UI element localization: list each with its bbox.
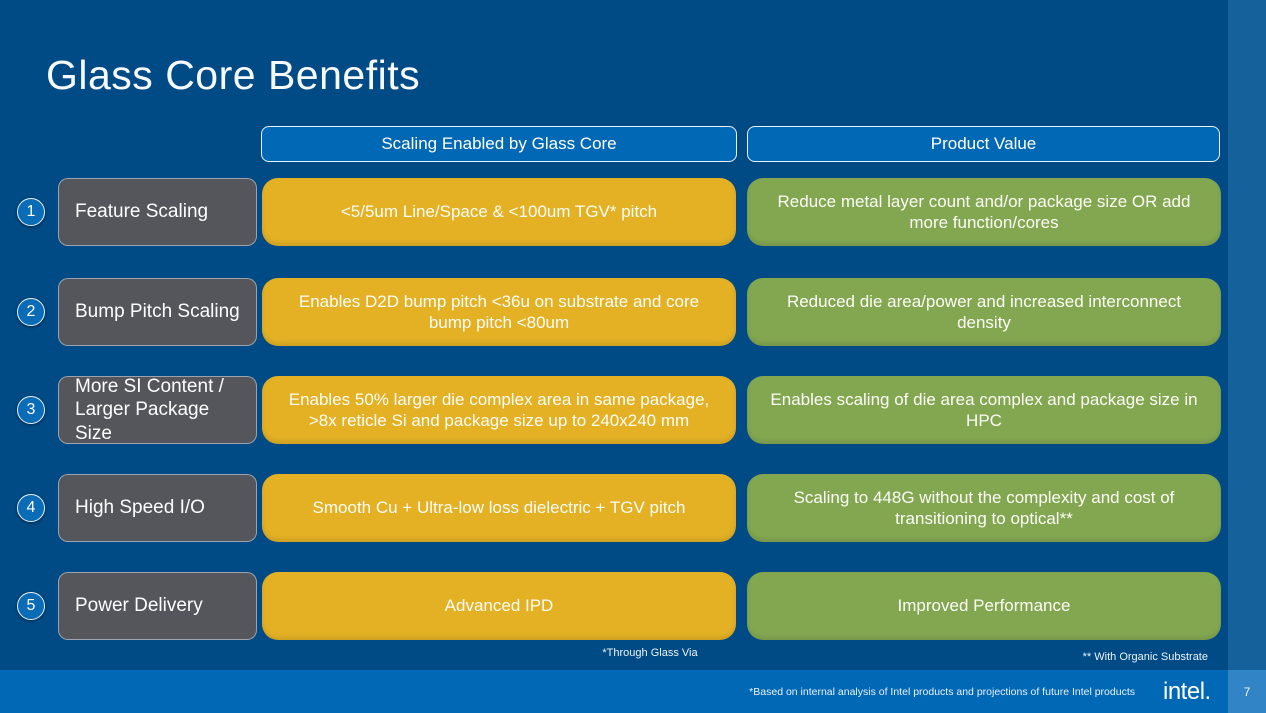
table-row: 5 Power Delivery Advanced IPD Improved P… <box>0 572 1266 640</box>
table-row: 1 Feature Scaling <5/5um Line/Space & <1… <box>0 178 1266 246</box>
table-row: 4 High Speed I/O Smooth Cu + Ultra-low l… <box>0 474 1266 542</box>
page-title: Glass Core Benefits <box>46 52 421 98</box>
table-row: 3 More SI Content / Larger Package Size … <box>0 376 1266 444</box>
row-number-badge: 3 <box>17 396 45 424</box>
footnote-organic-substrate: ** With Organic Substrate <box>1082 651 1208 663</box>
row-label: More SI Content / Larger Package Size <box>58 376 257 444</box>
scaling-cell: Enables D2D bump pitch <36u on substrate… <box>262 278 736 346</box>
footer-disclaimer: *Based on internal analysis of Intel pro… <box>749 685 1135 698</box>
intel-logo: intel. <box>1163 677 1211 705</box>
column-header-scaling: Scaling Enabled by Glass Core <box>261 126 737 162</box>
product-value-cell: Scaling to 448G without the complexity a… <box>747 474 1221 542</box>
scaling-cell: Smooth Cu + Ultra-low loss dielectric + … <box>262 474 736 542</box>
table-row: 2 Bump Pitch Scaling Enables D2D bump pi… <box>0 278 1266 346</box>
row-label: Power Delivery <box>58 572 257 640</box>
row-number-badge: 5 <box>17 592 45 620</box>
product-value-cell: Reduced die area/power and increased int… <box>747 278 1221 346</box>
product-value-cell: Enables scaling of die area complex and … <box>747 376 1221 444</box>
row-number-badge: 1 <box>17 198 45 226</box>
column-header-product-value: Product Value <box>747 126 1220 162</box>
product-value-cell: Improved Performance <box>747 572 1221 640</box>
scaling-cell: <5/5um Line/Space & <100um TGV* pitch <box>262 178 736 246</box>
row-label: Bump Pitch Scaling <box>58 278 257 346</box>
product-value-cell: Reduce metal layer count and/or package … <box>747 178 1221 246</box>
row-number-badge: 2 <box>17 298 45 326</box>
row-label: Feature Scaling <box>58 178 257 246</box>
scaling-cell: Advanced IPD <box>262 572 736 640</box>
scaling-cell: Enables 50% larger die complex area in s… <box>262 376 736 444</box>
row-number-badge: 4 <box>17 494 45 522</box>
footer-bar: *Based on internal analysis of Intel pro… <box>0 670 1266 713</box>
footnote-through-glass-via: *Through Glass Via <box>602 647 698 659</box>
page-number: 7 <box>1228 670 1266 713</box>
row-label: High Speed I/O <box>58 474 257 542</box>
right-edge-strip <box>1228 0 1266 670</box>
